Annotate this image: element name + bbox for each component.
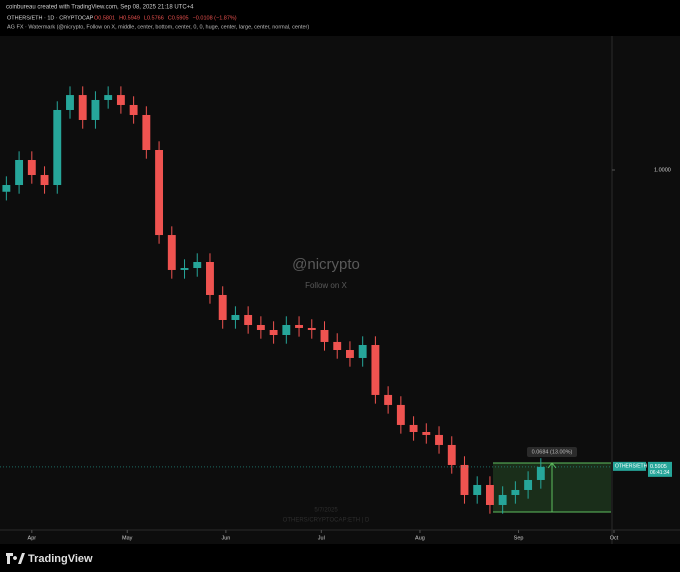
watermark-sub: Follow on X <box>305 281 347 290</box>
candle-body <box>218 294 227 320</box>
footer <box>0 546 680 572</box>
watermark: @nicrypto <box>292 256 360 273</box>
ohlc-value: H0.5949 <box>119 15 140 21</box>
candle-body <box>485 484 494 505</box>
x-tick-label: Apr <box>28 535 37 541</box>
header: coinbureau created with TradingView.com,… <box>6 5 194 11</box>
candle-body <box>473 484 482 495</box>
measure-label: 0.0684 (13.00%) <box>532 449 573 455</box>
ohlc-value: C0.5905 <box>168 15 189 21</box>
brand: TradingView <box>28 553 93 565</box>
candle-body <box>396 404 405 425</box>
candle-body <box>15 160 24 186</box>
candle-body <box>409 424 418 432</box>
candle-body <box>384 394 393 405</box>
candle-body <box>269 329 278 335</box>
candle-body <box>435 434 443 445</box>
candle-body <box>282 324 291 335</box>
candle-body <box>167 235 176 270</box>
price-tag-value: 0.5905 <box>650 464 667 470</box>
x-tick-label: May <box>122 535 133 541</box>
candle-body <box>256 324 265 330</box>
candle-body <box>142 114 151 150</box>
price-tag-name: OTHERS/ETH <box>615 464 648 470</box>
candle-body <box>460 464 469 495</box>
x-tick-label: Jul <box>318 535 325 541</box>
faint-date: 5/7/2025 <box>314 508 338 514</box>
symbol: OTHERS/ETH · 1D · CRYPTOCAP <box>7 15 94 21</box>
indicator: AG FX · Watermark (@nicrypto, Follow on … <box>7 24 309 30</box>
price-tag-box <box>648 461 672 477</box>
candle-body <box>155 149 164 236</box>
measure-arrowhead <box>547 462 557 469</box>
candle-body <box>536 466 545 480</box>
candle-body <box>206 261 214 295</box>
candle-body <box>511 489 520 495</box>
candle-body <box>358 345 367 358</box>
price-tag-name-box <box>613 461 646 471</box>
candle-body <box>66 95 74 110</box>
brand-logo <box>6 553 25 564</box>
faint-symbol: OTHERS/CRYPTOCAP:ETH | D <box>283 518 370 524</box>
candle-body <box>320 329 329 342</box>
y-tick-label: 1.0000 <box>654 167 671 173</box>
candle-body <box>524 479 533 490</box>
candle-body <box>333 341 342 351</box>
x-tick-label: Sep <box>514 535 524 541</box>
candle-body <box>53 109 62 186</box>
candle-body <box>78 95 87 120</box>
candle-body <box>244 314 253 325</box>
measure-label-box <box>527 447 577 457</box>
candle-body <box>307 327 316 330</box>
candle-body <box>129 104 138 115</box>
candle-body <box>346 350 354 358</box>
candle-body <box>104 95 113 100</box>
candle-body <box>2 185 11 192</box>
x-tick-label: Jun <box>221 535 230 541</box>
price-tag-countdown: 06:41:34 <box>650 470 670 476</box>
candle-body <box>116 95 125 105</box>
ohlc-legend: O0.5801 H0.5949 L0.5766 C0.5905 −0.0108 (−1.… <box>94 15 237 21</box>
chart-panel <box>0 36 680 544</box>
candle-body <box>180 268 189 270</box>
candle-body <box>231 314 240 320</box>
candle-body <box>27 160 36 176</box>
ohlc-value: −0.0108 (−1.87%) <box>193 15 237 21</box>
candle-body <box>498 494 507 505</box>
candle-body <box>40 175 49 186</box>
candle-body <box>193 261 202 269</box>
candle-body <box>447 444 456 465</box>
candle-body <box>295 324 303 328</box>
x-tick-label: Oct <box>610 535 619 541</box>
x-tick-label: Aug <box>415 535 425 541</box>
ohlc-value: L0.5766 <box>144 15 164 21</box>
candle-body <box>422 431 431 435</box>
candle-body <box>91 99 100 120</box>
ohlc-value: O0.5801 <box>94 15 115 21</box>
candle-body <box>371 345 380 395</box>
